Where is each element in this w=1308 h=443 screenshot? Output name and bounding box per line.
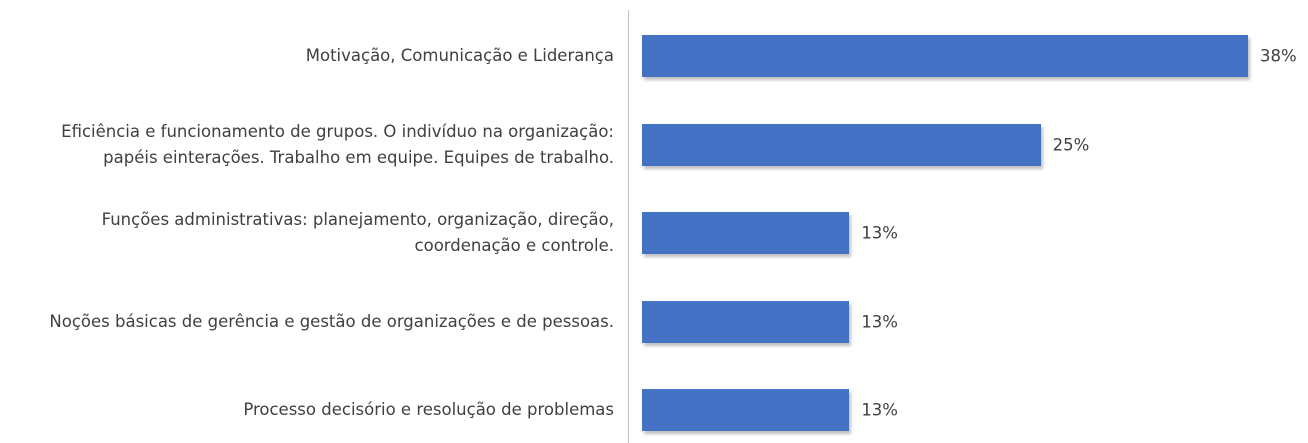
bar [642,123,1041,166]
category-label: Motivação, Comunicação e Liderança [305,46,614,66]
category-label: Noções básicas de gerência e gestão de o… [49,311,614,331]
value-label: 13% [861,312,898,332]
axis-line [628,10,629,443]
value-label: 13% [861,223,898,243]
value-label: 25% [1052,135,1090,155]
category-label: Processo decisório e resolução de proble… [243,400,614,420]
value-label: 38% [1260,46,1297,66]
value-label: 13% [861,400,898,420]
bar [642,389,850,432]
bar [642,212,850,255]
bar [642,35,1248,78]
category-label: Funções administrativas: planejamento, o… [101,210,614,256]
category-label: Eficiência e funcionamento de grupos. O … [61,121,614,167]
bar [642,300,850,343]
